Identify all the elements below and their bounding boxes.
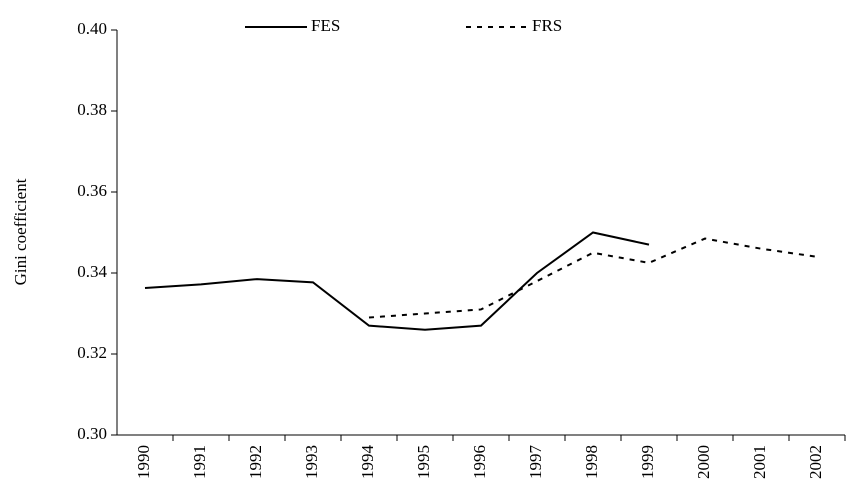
x-tick-label: 2002	[806, 445, 825, 479]
legend-label: FES	[311, 16, 340, 35]
y-tick-label: 0.34	[77, 262, 107, 281]
x-tick-label: 2000	[694, 445, 713, 479]
x-tick-label: 1994	[358, 445, 377, 480]
y-axis-label: Gini coefficient	[11, 178, 30, 285]
x-tick-label: 1997	[526, 445, 545, 480]
x-tick-label: 2001	[750, 445, 769, 479]
series-line	[144, 231, 650, 331]
y-tick-label: 0.30	[77, 424, 107, 443]
y-tick-label: 0.32	[77, 343, 107, 362]
y-tick-label: 0.40	[77, 19, 107, 38]
x-tick-label: 1990	[134, 445, 153, 479]
y-tick-label: 0.36	[77, 181, 107, 200]
series-line	[368, 237, 818, 319]
x-tick-label: 1995	[414, 445, 433, 479]
x-tick-label: 1991	[190, 445, 209, 479]
x-tick-label: 1992	[246, 445, 265, 479]
x-tick-label: 1993	[302, 445, 321, 479]
y-tick-label: 0.38	[77, 100, 107, 119]
x-tick-label: 1998	[582, 445, 601, 479]
legend-label: FRS	[532, 16, 562, 35]
x-tick-label: 1999	[638, 445, 657, 479]
x-tick-label: 1996	[470, 445, 489, 479]
